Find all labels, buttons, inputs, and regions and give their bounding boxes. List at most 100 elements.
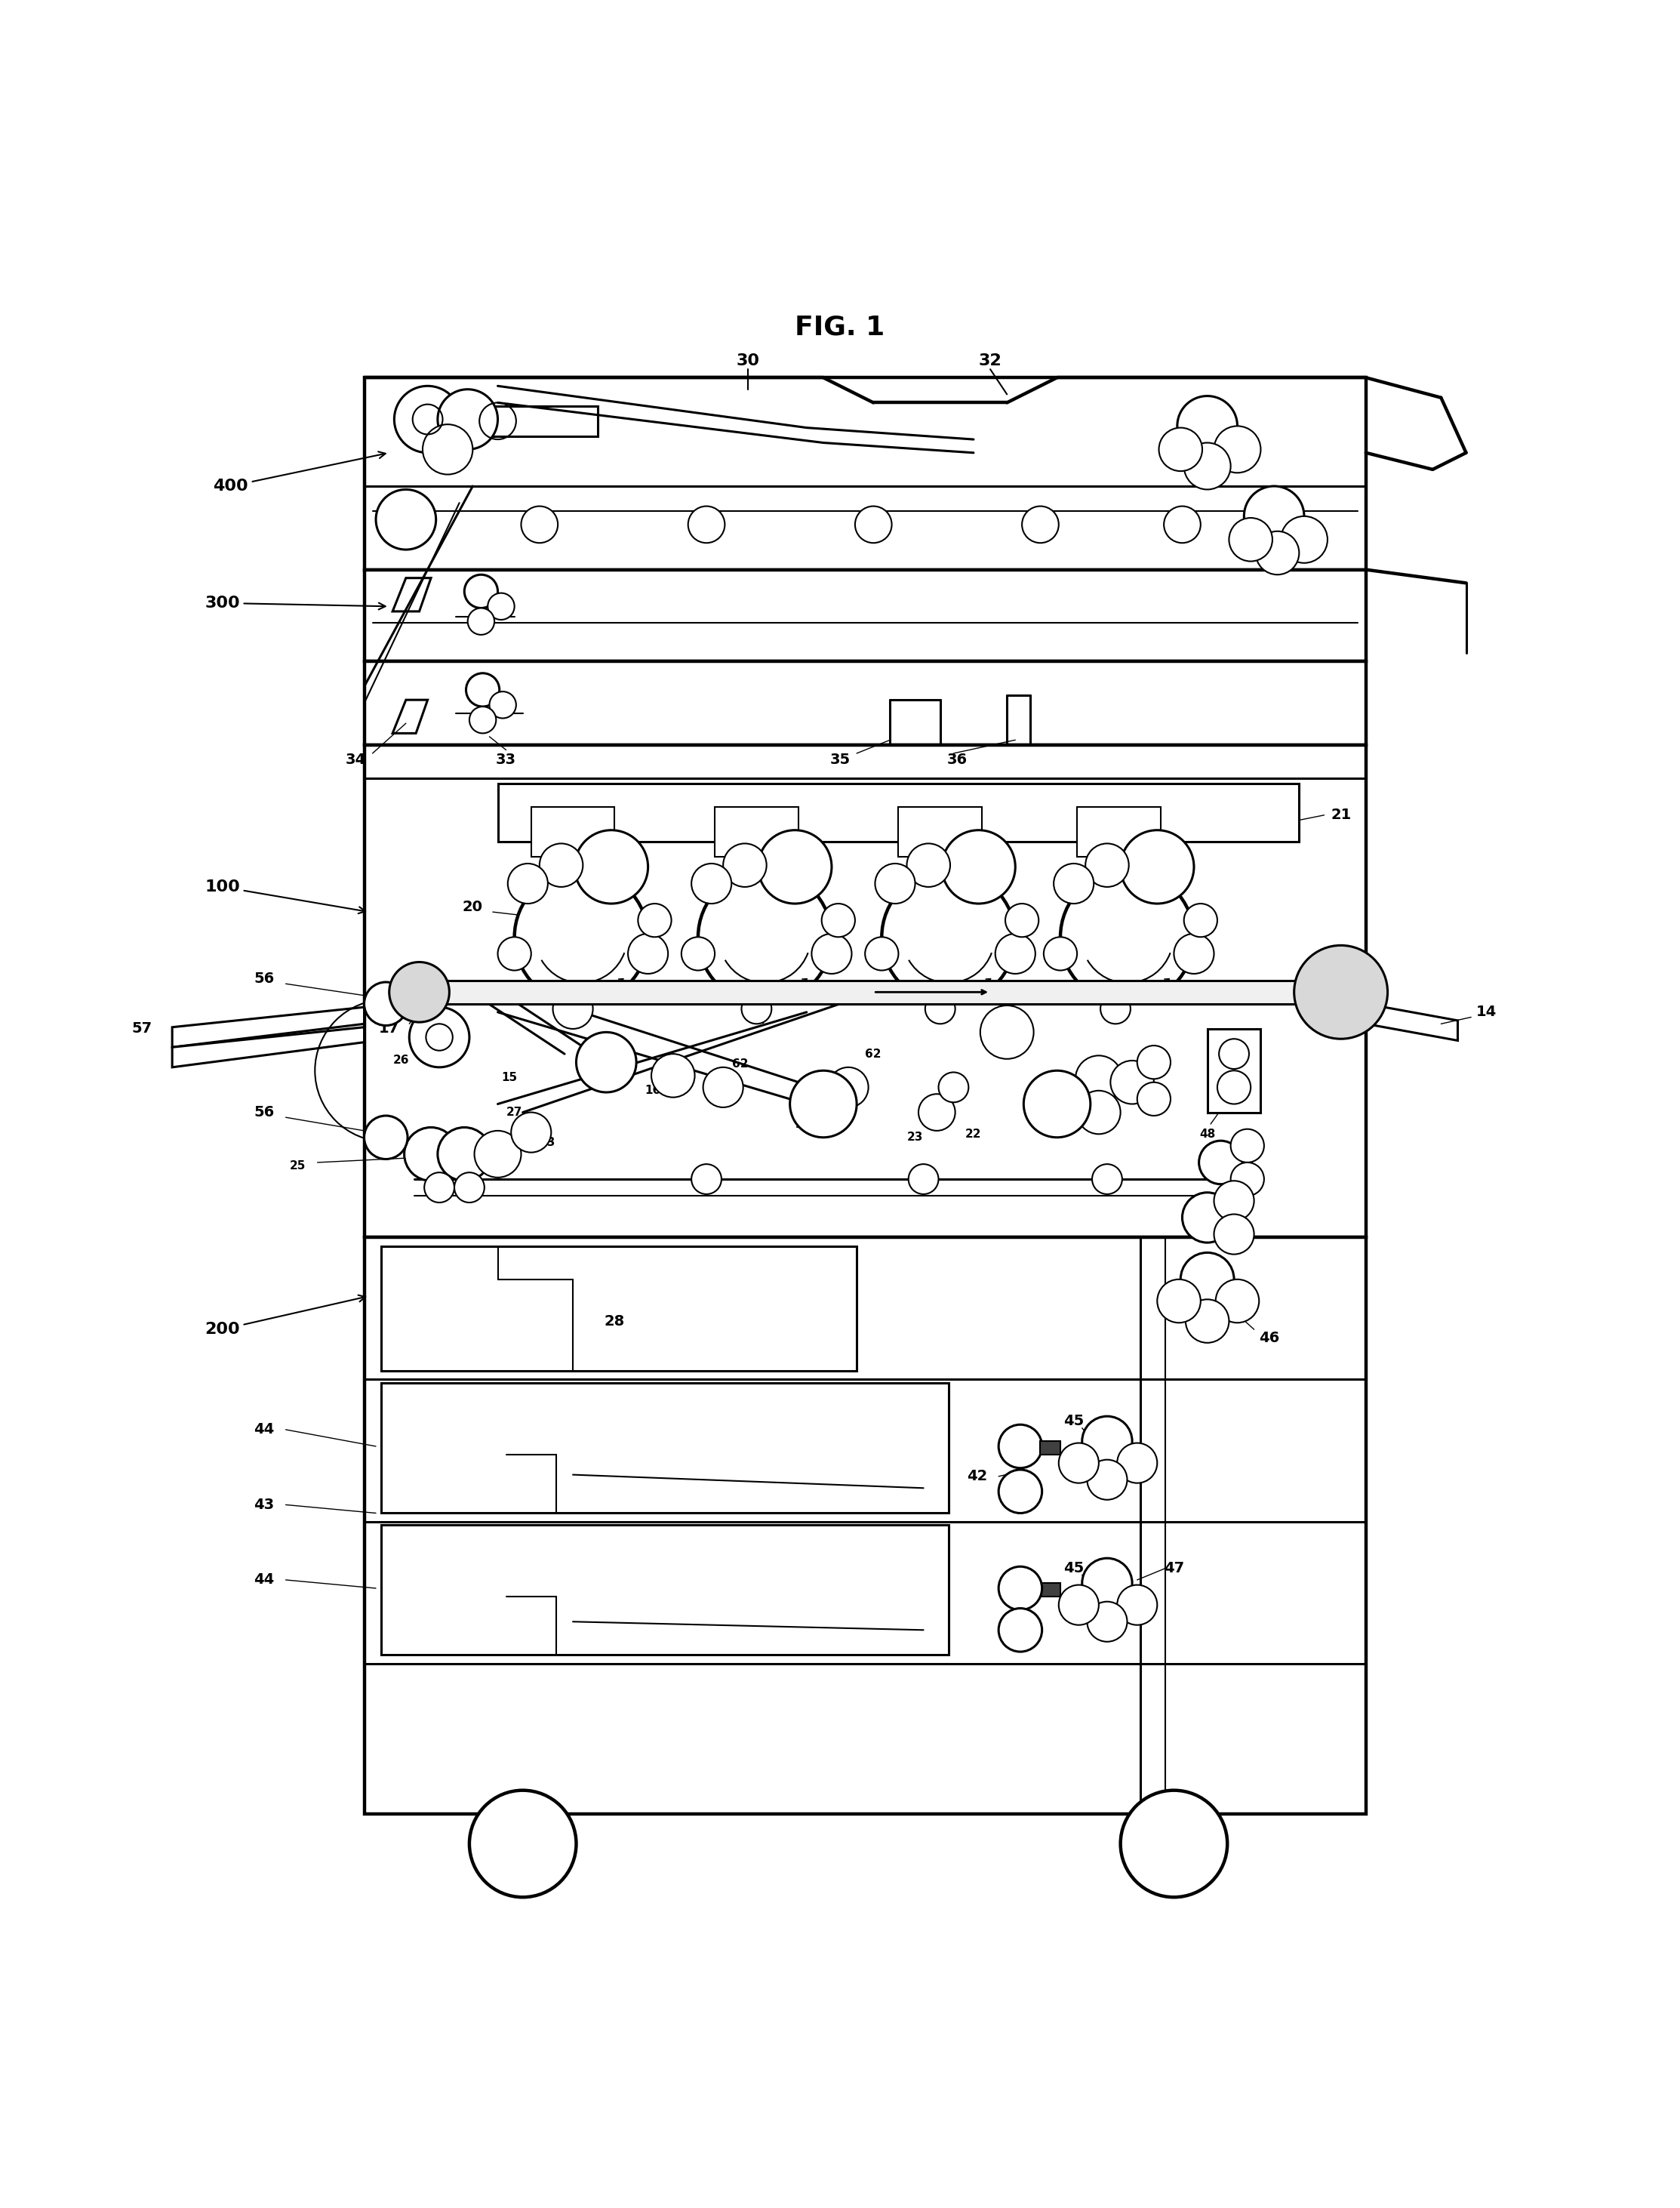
Text: 62: 62 (578, 980, 595, 994)
Text: 43: 43 (254, 1497, 274, 1512)
Circle shape (722, 843, 766, 888)
Bar (1040, 1442, 1060, 1455)
Text: 32: 32 (979, 353, 1001, 369)
Text: 57: 57 (133, 1022, 153, 1036)
Bar (1077, 806, 1161, 857)
Circle shape (1117, 1444, 1158, 1484)
Text: 22: 22 (966, 1128, 981, 1139)
Circle shape (1181, 1252, 1235, 1307)
Circle shape (652, 1053, 696, 1097)
Circle shape (1117, 1585, 1158, 1625)
Text: 45: 45 (1063, 1413, 1084, 1429)
Polygon shape (171, 1007, 365, 1047)
Circle shape (1215, 1181, 1253, 1221)
Text: 49: 49 (1082, 1097, 1099, 1111)
Circle shape (1023, 1071, 1090, 1137)
Circle shape (507, 863, 548, 903)
Text: 56: 56 (254, 972, 274, 987)
Polygon shape (1366, 1005, 1458, 1040)
Circle shape (704, 1066, 743, 1108)
Circle shape (575, 830, 648, 903)
Circle shape (1137, 1047, 1171, 1080)
Text: 26: 26 (393, 1055, 408, 1066)
Circle shape (395, 386, 460, 453)
Text: 15: 15 (501, 1071, 517, 1082)
Circle shape (1184, 903, 1218, 936)
Bar (407, 980, 1354, 1005)
Text: 18: 18 (810, 854, 827, 868)
Circle shape (865, 936, 899, 969)
Text: FIG. 1: FIG. 1 (795, 316, 885, 340)
Circle shape (1053, 863, 1094, 903)
Text: 300: 300 (205, 596, 385, 612)
Circle shape (1218, 1071, 1250, 1104)
Circle shape (828, 1066, 869, 1108)
Circle shape (474, 1130, 521, 1177)
Text: 100: 100 (205, 879, 365, 914)
Circle shape (1058, 1585, 1099, 1625)
Text: 17: 17 (380, 1022, 400, 1036)
Text: 33: 33 (496, 753, 516, 766)
Circle shape (539, 843, 583, 888)
Bar (381, 1382, 949, 1512)
Circle shape (365, 1115, 408, 1159)
Text: 27: 27 (506, 1106, 522, 1117)
Bar (472, 406, 598, 435)
Bar (365, 1239, 1366, 1813)
Text: 44: 44 (254, 1572, 274, 1588)
Text: 46: 46 (1258, 1331, 1280, 1345)
Text: 24: 24 (795, 1119, 811, 1130)
Circle shape (1021, 506, 1058, 543)
Circle shape (692, 1164, 721, 1195)
Circle shape (692, 863, 731, 903)
Circle shape (376, 490, 437, 550)
Text: 48: 48 (1200, 1128, 1215, 1139)
Circle shape (1215, 1214, 1253, 1254)
Circle shape (1077, 1091, 1121, 1135)
Circle shape (576, 1031, 637, 1093)
Circle shape (1231, 1128, 1263, 1161)
Circle shape (1043, 936, 1077, 969)
Text: 18: 18 (627, 854, 643, 868)
Polygon shape (393, 700, 428, 733)
Circle shape (423, 424, 472, 475)
Text: 16: 16 (645, 1084, 660, 1097)
Circle shape (464, 574, 497, 607)
Text: 44: 44 (254, 1422, 274, 1437)
Circle shape (882, 870, 1015, 1005)
Circle shape (1087, 1601, 1127, 1643)
Bar (365, 662, 1366, 744)
Circle shape (1186, 1298, 1230, 1342)
Circle shape (497, 936, 531, 969)
Circle shape (1243, 486, 1304, 545)
Circle shape (979, 1005, 1033, 1060)
Circle shape (558, 994, 588, 1025)
Circle shape (811, 934, 852, 974)
Circle shape (682, 936, 714, 969)
Circle shape (909, 1164, 939, 1195)
Circle shape (998, 1565, 1042, 1610)
Bar (497, 784, 1299, 841)
Circle shape (489, 691, 516, 718)
Circle shape (465, 673, 499, 707)
Circle shape (855, 506, 892, 543)
Circle shape (1060, 870, 1194, 1005)
Circle shape (438, 389, 497, 450)
Circle shape (998, 1607, 1042, 1652)
Circle shape (469, 707, 496, 733)
Bar (365, 744, 1366, 1239)
Circle shape (998, 1424, 1042, 1468)
Bar (381, 1245, 857, 1371)
Circle shape (469, 1791, 576, 1897)
Circle shape (822, 903, 855, 936)
Circle shape (1075, 1055, 1122, 1102)
Text: 62: 62 (748, 1016, 764, 1027)
Circle shape (365, 983, 408, 1025)
Circle shape (1159, 428, 1203, 470)
Circle shape (1255, 532, 1299, 574)
Circle shape (1220, 1040, 1248, 1069)
Circle shape (467, 607, 494, 634)
Circle shape (1121, 1791, 1228, 1897)
Circle shape (454, 1172, 484, 1203)
Circle shape (1058, 1444, 1099, 1484)
